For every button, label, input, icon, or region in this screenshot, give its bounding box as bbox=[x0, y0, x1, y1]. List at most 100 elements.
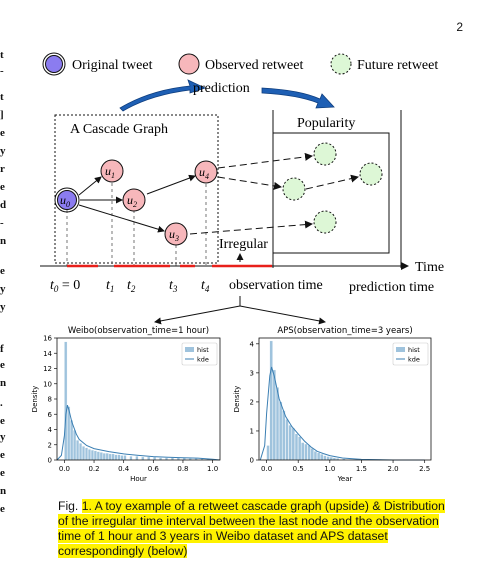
hist-bar bbox=[73, 430, 77, 461]
y-tick-label: 12 bbox=[43, 365, 52, 373]
margin-fragment: e bbox=[0, 450, 5, 461]
margin-fragment: t bbox=[0, 92, 4, 103]
hist-bar bbox=[135, 456, 139, 461]
aps-chart: APS(observation_time=3 years) 0.0 0.5 1.0 1.… bbox=[233, 326, 432, 483]
node-u3-label: u3 bbox=[169, 227, 179, 243]
y-tick-label: 6 bbox=[48, 411, 53, 419]
hist-bar bbox=[111, 453, 115, 461]
margin-fragment: d bbox=[0, 200, 7, 211]
hist-bar bbox=[93, 450, 97, 461]
y-tick-label: 2 bbox=[250, 398, 254, 406]
future-edge-3 bbox=[305, 174, 359, 190]
cascade-graph-box bbox=[54, 114, 219, 264]
hist-bar bbox=[307, 445, 311, 461]
tick-t2: t2 bbox=[127, 278, 136, 294]
future-retweet-legend-icon bbox=[330, 53, 352, 75]
hist-bar bbox=[141, 456, 145, 461]
hist-bar bbox=[87, 449, 91, 461]
node-u3 bbox=[164, 222, 188, 246]
hist-bar bbox=[147, 456, 151, 461]
legend-observed-label: Observed retweet bbox=[205, 58, 303, 73]
legend-hist-swatch bbox=[396, 347, 405, 352]
chart-axes-frame bbox=[258, 337, 432, 461]
margin-fragment: e bbox=[0, 416, 5, 427]
legend-original-label: Original tweet bbox=[72, 58, 153, 73]
weibo-chart: Weibo(observation_time=1 hour) 0.0 0.2 0.4 0… bbox=[31, 326, 221, 483]
observed-retweet-legend-icon bbox=[178, 53, 200, 75]
hist-bar bbox=[329, 456, 333, 461]
hist-bar bbox=[266, 445, 270, 461]
hist-bar bbox=[291, 427, 295, 461]
margin-fragment: e bbox=[0, 182, 5, 193]
tick-t1: t1 bbox=[106, 278, 114, 294]
legend-kde-label: kde bbox=[197, 356, 209, 364]
chart-title: APS(observation_time=3 years) bbox=[277, 326, 412, 336]
fork-right bbox=[239, 305, 326, 325]
hist-bar bbox=[129, 456, 133, 461]
hist-bar bbox=[313, 451, 318, 461]
x-tick-label: 0.5 bbox=[293, 465, 304, 473]
margin-fragment: y bbox=[0, 302, 6, 313]
irregular-label: Irregular bbox=[219, 237, 268, 252]
cascade-nodes: u0 u1 u2 u3 u4 bbox=[54, 159, 218, 246]
x-tick-label: 2.5 bbox=[419, 465, 430, 473]
margin-fragment: n bbox=[0, 486, 7, 497]
tick-t4: t4 bbox=[201, 278, 210, 294]
prediction-arrows: prediction bbox=[119, 79, 335, 112]
hist-bar bbox=[120, 455, 124, 461]
margin-fragment: e bbox=[0, 128, 5, 139]
original-tweet-legend-ring bbox=[42, 52, 66, 76]
margin-fragment: - bbox=[0, 66, 4, 77]
margin-fragment: r bbox=[0, 164, 5, 175]
y-tick-label: 0 bbox=[250, 457, 254, 465]
prediction-label: prediction bbox=[193, 81, 250, 96]
margin-fragment: ] bbox=[0, 110, 4, 121]
kde-line bbox=[259, 366, 425, 461]
x-tick-label: 0.4 bbox=[118, 465, 130, 473]
y-tick-label: 4 bbox=[48, 426, 53, 434]
future-node-3 bbox=[359, 162, 383, 186]
node-u2 bbox=[122, 188, 146, 212]
hist-bar bbox=[85, 447, 88, 461]
y-tick-label: 8 bbox=[48, 396, 52, 404]
y-tick-label: 1 bbox=[250, 427, 254, 435]
x-tick-label: 0.2 bbox=[88, 465, 99, 473]
y-axis-label: Density bbox=[233, 386, 241, 413]
hist-bar bbox=[90, 449, 94, 461]
margin-fragment: e bbox=[0, 468, 5, 479]
y-tick-label: 16 bbox=[43, 335, 52, 343]
legend: Original tweet Observed retweet Future r… bbox=[42, 52, 438, 76]
kde-line bbox=[56, 404, 221, 461]
x-tick-label: 0.8 bbox=[177, 465, 188, 473]
time-guides bbox=[66, 183, 207, 266]
hist-bar bbox=[114, 454, 118, 461]
tick-t3: t3 bbox=[169, 278, 178, 294]
legend-hist-swatch bbox=[185, 347, 194, 352]
popularity-box bbox=[272, 132, 390, 254]
hist-bar bbox=[310, 448, 314, 461]
hist-bar bbox=[279, 401, 283, 461]
x-tick-label: 1.5 bbox=[356, 465, 367, 473]
margin-fragment: t bbox=[0, 50, 4, 61]
hist-bar bbox=[298, 436, 302, 461]
original-tweet-legend-icon bbox=[45, 55, 63, 73]
hist-bar bbox=[282, 410, 286, 461]
y-tick-label: 3 bbox=[250, 369, 254, 377]
x-tick-label: 2.0 bbox=[387, 465, 398, 473]
y-tick-label: 2 bbox=[48, 441, 52, 449]
hist-bar bbox=[96, 451, 100, 461]
node-u0-label: u0 bbox=[60, 193, 70, 209]
future-edge-2 bbox=[217, 176, 282, 190]
y-tick-label: 14 bbox=[43, 350, 52, 358]
caption-number: 1 bbox=[81, 499, 89, 513]
hist-bar bbox=[105, 452, 109, 461]
legend-future-label: Future retweet bbox=[357, 58, 438, 73]
hist-bar bbox=[301, 442, 305, 461]
node-u2-label: u2 bbox=[127, 193, 137, 209]
hist-bar bbox=[108, 453, 112, 461]
node-u1-label: u1 bbox=[105, 164, 115, 180]
node-u1 bbox=[100, 159, 124, 183]
hist-bar bbox=[102, 452, 106, 461]
hist-bar bbox=[82, 446, 86, 461]
node-u4-label: u4 bbox=[199, 165, 209, 181]
